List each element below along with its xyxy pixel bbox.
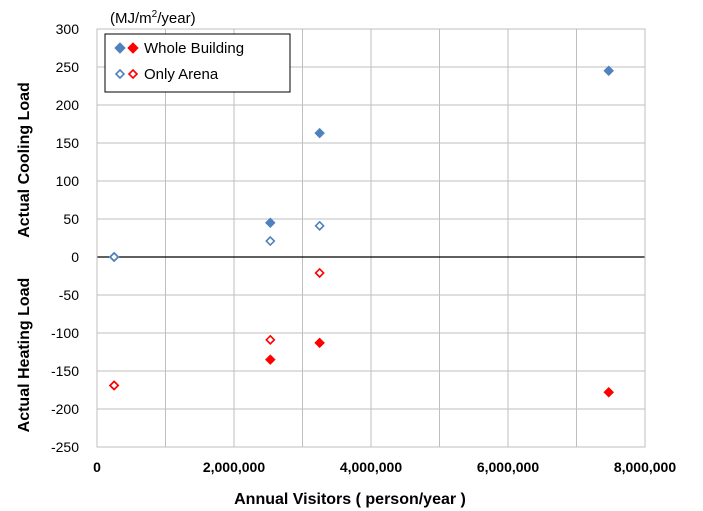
- x-tick-label: 4,000,000: [340, 459, 402, 475]
- point-only-arena: [314, 220, 325, 231]
- point-only-arena: [108, 380, 120, 391]
- y-tick-label: 100: [56, 173, 80, 189]
- point-whole-building: [603, 65, 615, 77]
- x-tick-label: 6,000,000: [477, 459, 539, 475]
- y-axis-title-upper: Actual Cooling Load: [16, 82, 33, 238]
- y-tick-label: 50: [63, 211, 79, 227]
- y-tick-labels: 300 250 200 150 100 50 0 -50 -100 -150 -200 -250: [51, 21, 79, 455]
- unit-label: (MJ/m2/year): [110, 9, 196, 27]
- legend-box: [104, 33, 291, 93]
- legend-marker-whole-building-cooling: [114, 42, 126, 54]
- point-only-arena: [314, 267, 325, 279]
- legend-label-whole-building: Whole Building: [144, 40, 244, 57]
- y-tick-label: 200: [56, 97, 80, 113]
- legend-marker-whole-building-heating: [127, 42, 139, 54]
- point-only-arena: [108, 251, 120, 263]
- point-only-arena: [265, 235, 276, 247]
- y-tick-label: 150: [56, 135, 80, 151]
- y-axis-title-lower: Actual Heating Load: [16, 278, 33, 433]
- x-tick-label: 0: [93, 459, 101, 475]
- x-tick-label: 8,000,000: [614, 459, 676, 475]
- y-tick-label: -50: [59, 287, 79, 303]
- data-points: [108, 65, 615, 398]
- point-only-arena: [265, 334, 276, 345]
- point-whole-building: [603, 386, 615, 398]
- y-tick-label: -250: [51, 439, 79, 455]
- y-tick-label: 300: [56, 21, 80, 37]
- y-tick-label: 0: [71, 249, 79, 265]
- legend: Whole Building Only Arena: [104, 33, 291, 93]
- x-tick-label: 2,000,000: [203, 459, 265, 475]
- legend-label-only-arena: Only Arena: [144, 66, 219, 83]
- y-tick-label: -200: [51, 401, 79, 417]
- y-tick-label: -100: [51, 325, 79, 341]
- point-whole-building: [314, 127, 325, 139]
- y-tick-label: -150: [51, 363, 79, 379]
- legend-marker-only-arena-heating: [127, 68, 139, 80]
- x-axis-title: Annual Visitors ( person/year ): [234, 491, 466, 508]
- plot-area-border: [96, 28, 646, 448]
- point-whole-building: [264, 217, 276, 229]
- x-tick-labels: 0 2,000,000 4,000,000 6,000,000 8,000,000: [93, 459, 676, 475]
- legend-marker-only-arena-cooling: [114, 68, 126, 80]
- point-whole-building: [264, 354, 276, 365]
- legend-markers: [114, 42, 139, 80]
- y-tick-label: 250: [56, 59, 80, 75]
- point-whole-building: [314, 337, 325, 349]
